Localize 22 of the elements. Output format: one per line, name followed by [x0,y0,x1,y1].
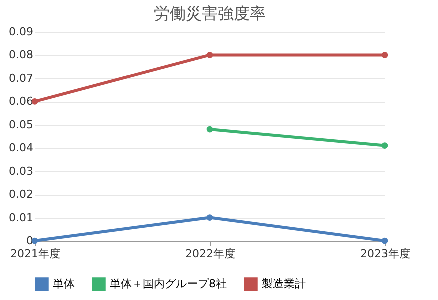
point [382,52,388,58]
y-tick-label: 0.08 [9,48,34,62]
x-tick-label: 2021年度 [10,248,60,260]
x-tick-label: 2022年度 [186,248,236,260]
x-tick-label: 2023年度 [360,248,410,260]
y-tick-label: 0.02 [9,188,34,202]
y-tick-label: 0.07 [9,72,34,85]
y-tick-label: 0.09 [9,26,34,38]
point [206,52,214,58]
y-tick-label: 0.03 [9,164,34,178]
legend-label: 単体 [53,277,75,290]
y-tick-label: 0.06 [9,95,34,108]
point [382,238,388,244]
legend-label: 製造業計 [262,277,306,290]
y-tick-label: 0.04 [9,142,34,155]
legend-label: 単体＋国内グループ8社 [110,277,227,290]
y-tick-label: 0.05 [9,118,34,132]
point [206,126,214,133]
chart-title: 労働災害強度率 [154,4,266,23]
y-tick-label: 0.01 [9,211,34,224]
point [382,142,388,149]
point [206,214,214,221]
